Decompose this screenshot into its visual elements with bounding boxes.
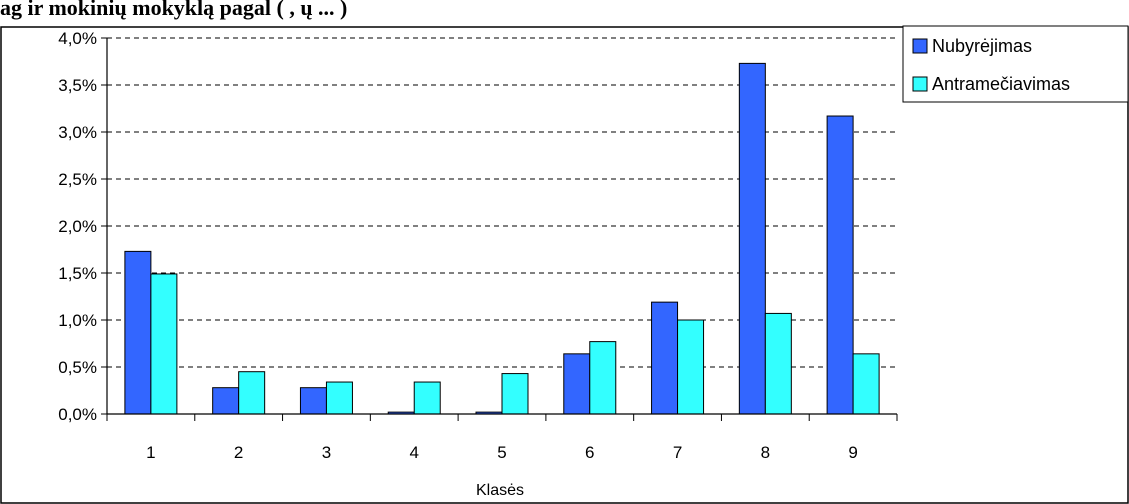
y-tick-label: 2,5% bbox=[58, 170, 97, 189]
bar-nubyrėjimas-3 bbox=[299, 387, 327, 415]
bar-antramečiavimas-1 bbox=[150, 273, 178, 415]
x-tick-label: 8 bbox=[761, 443, 770, 462]
bar-nubyrėjimas-2 bbox=[212, 387, 240, 415]
x-tick-label: 9 bbox=[848, 443, 857, 462]
x-tick-label: 6 bbox=[585, 443, 594, 462]
chart-title-fragment: ag ir mokinių mokyklą pagal ( , ų ... ) bbox=[0, 0, 348, 20]
bar-antramečiavimas-4 bbox=[413, 381, 441, 415]
x-tick-label: 4 bbox=[409, 443, 418, 462]
legend-label-nubyrejimas: Nubyrėjimas bbox=[932, 36, 1032, 56]
bar-nubyrėjimas-1 bbox=[124, 250, 152, 415]
bar-nubyrėjimas-6 bbox=[563, 353, 591, 415]
x-tick-label: 1 bbox=[146, 443, 155, 462]
legend: Nubyrėjimas Antramečiavimas bbox=[902, 25, 1129, 103]
y-tick-labels: 0,0% 0,5% 1,0% 1,5% 2,0% 2,5% 3,0% 3,5% 4,0% bbox=[58, 29, 107, 424]
bar-nubyrėjimas-7 bbox=[651, 301, 679, 415]
x-tick-label: 2 bbox=[234, 443, 243, 462]
bars bbox=[124, 62, 880, 415]
bar-antramečiavimas-3 bbox=[325, 381, 353, 415]
legend-box bbox=[902, 25, 1129, 103]
y-tick-label: 0,5% bbox=[58, 358, 97, 377]
y-tick-label: 3,0% bbox=[58, 123, 97, 142]
bar-antramečiavimas-8 bbox=[764, 312, 792, 415]
bar-antramečiavimas-9 bbox=[852, 353, 880, 415]
bar-antramečiavimas-6 bbox=[589, 341, 617, 415]
y-tick-label: 2,0% bbox=[58, 217, 97, 236]
x-tick-label: 7 bbox=[673, 443, 682, 462]
legend-swatch-nubyrejimas bbox=[912, 38, 928, 54]
bar-nubyrėjimas-9 bbox=[826, 115, 854, 415]
x-tick-labels: 1 2 3 4 5 6 7 8 9 bbox=[106, 414, 898, 462]
y-tick-label: 4,0% bbox=[58, 29, 97, 48]
bar-antramečiavimas-5 bbox=[501, 373, 529, 415]
chart-frame bbox=[0, 26, 1129, 504]
bar-antramečiavimas-7 bbox=[677, 319, 705, 415]
legend-label-antrameciavimas: Antramečiavimas bbox=[932, 74, 1070, 94]
x-axis-label: Klasės bbox=[476, 482, 524, 499]
bar-antramečiavimas-2 bbox=[238, 371, 266, 415]
y-tick-label: 1,0% bbox=[58, 311, 97, 330]
x-tick-label: 5 bbox=[497, 443, 506, 462]
y-tick-label: 0,0% bbox=[58, 405, 97, 424]
bar-nubyrėjimas-8 bbox=[738, 62, 766, 415]
y-tick-label: 3,5% bbox=[58, 76, 97, 95]
y-tick-label: 1,5% bbox=[58, 264, 97, 283]
x-tick-label: 3 bbox=[322, 443, 331, 462]
legend-swatch-antrameciavimas bbox=[912, 76, 928, 92]
